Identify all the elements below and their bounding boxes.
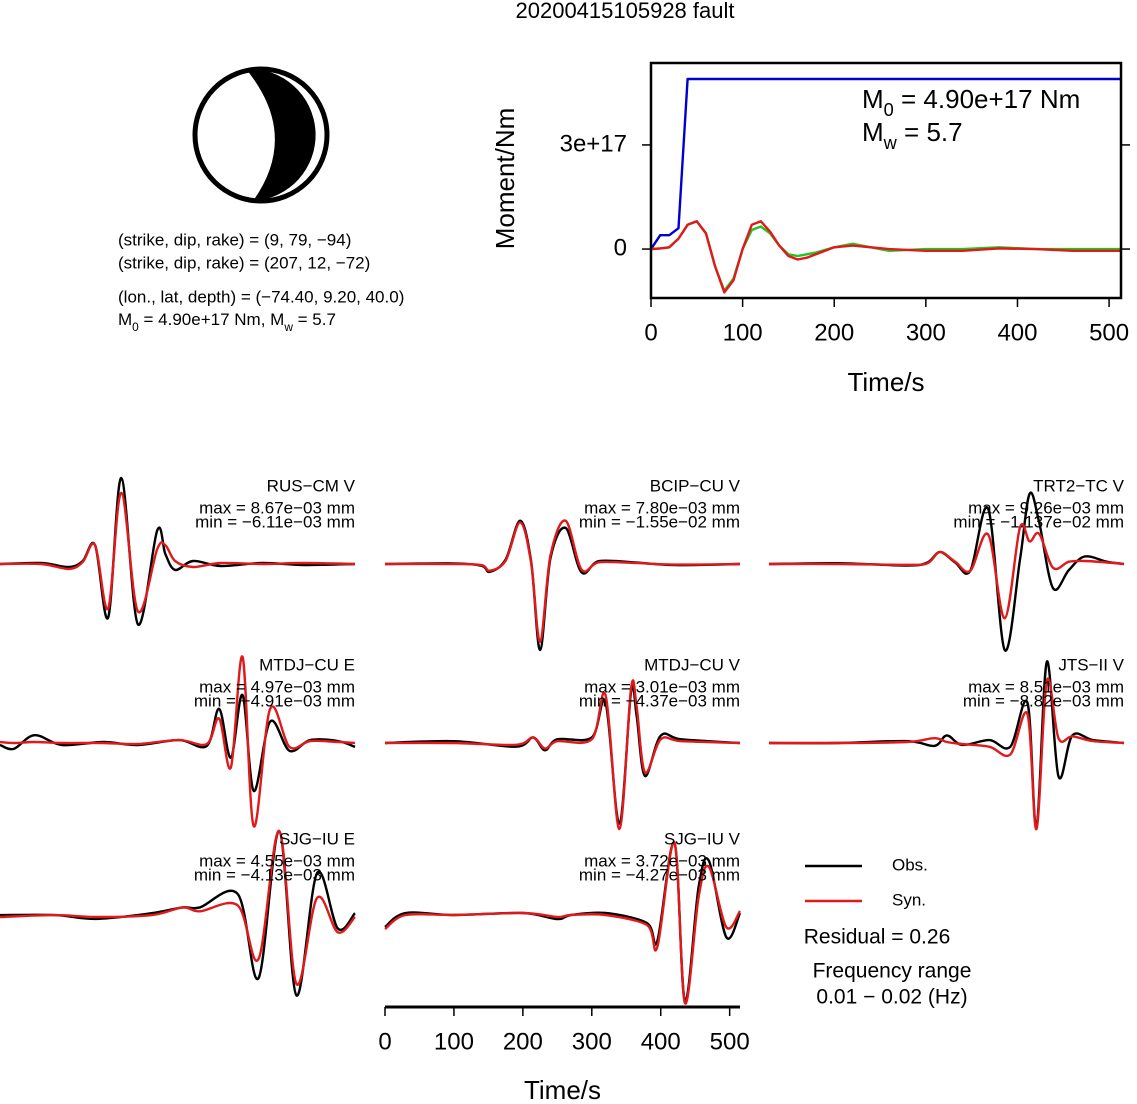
text-part: = 4.90e+17 Nm, M [139, 310, 285, 329]
station-label: TRT2−TC V [1033, 476, 1125, 495]
series-line [768, 677, 1125, 831]
frequency-label: Frequency range [813, 960, 972, 983]
min-label: min = −8.82e−03 mm [963, 691, 1124, 710]
x-tick-label: 500 [1089, 319, 1129, 346]
plot-frame [649, 61, 1123, 300]
series-line [0, 655, 356, 828]
station-label: JTS−II V [1058, 655, 1124, 674]
series-line [0, 829, 356, 986]
x-tick-label: 0 [644, 319, 657, 346]
max-label: max = 3.72e−03 mm [584, 851, 740, 870]
mechanism-text: (strike, dip, rake) = (9, 79, −94) (stri… [118, 230, 404, 334]
x-tick-label: 200 [503, 1028, 543, 1055]
series-line [384, 519, 741, 652]
subscript: 0 [884, 100, 894, 120]
max-label: max = 3.01e−03 mm [584, 677, 740, 696]
x-tick-label: 100 [434, 1028, 474, 1055]
station-label: MTDJ−CU E [259, 655, 355, 674]
series-line [650, 220, 1121, 294]
figure-title: 20200415105928 fault [516, 0, 735, 23]
min-label: min = −6.11e−03 mm [195, 512, 355, 531]
y-axis-label: Moment/Nm [490, 108, 520, 250]
subscript: 0 [132, 320, 139, 334]
moment-line: M0 = 4.90e+17 Nm, Mw = 5.7 [118, 310, 336, 334]
x-tick-label: 400 [641, 1028, 681, 1055]
series-line [384, 841, 742, 1005]
legend-label: Obs. [892, 855, 928, 874]
frequency-range: 0.01 − 0.02 (Hz) [816, 986, 967, 1009]
station-label: SJG−IU E [279, 829, 355, 848]
station-label: RUS−CM V [267, 476, 356, 495]
text-part: = 4.90e+17 Nm [894, 84, 1080, 114]
beachball-quadrant [246, 68, 316, 202]
series-line [650, 220, 1121, 292]
y-tick-label: 3e+17 [560, 130, 627, 157]
y-tick-label: 0 [614, 234, 627, 261]
min-label: min = −1.137e−02 mm [953, 512, 1124, 531]
max-label: max = 7.80e−03 mm [584, 498, 740, 517]
summary: Residual = 0.26 Frequency range 0.01 − 0… [804, 926, 972, 1009]
x-tick-label: 400 [997, 319, 1037, 346]
max-label: max = 4.97e−03 mm [199, 677, 355, 696]
mechanism-line: (strike, dip, rake) = (9, 79, −94) [118, 230, 351, 249]
subscript: w [283, 320, 293, 334]
station-label: SJG−IU V [664, 829, 741, 848]
x-tick-label: 100 [723, 319, 763, 346]
min-label: min = −4.27e−03 mm [579, 865, 740, 884]
subscript: w [883, 133, 898, 153]
beachball [192, 66, 330, 204]
legend-label: Syn. [892, 890, 926, 909]
station-label: BCIP−CU V [650, 476, 741, 495]
x-tick-label: 200 [814, 319, 854, 346]
x-tick-label: 300 [572, 1028, 612, 1055]
series-line [649, 77, 1121, 250]
min-label: min = −4.13e−03 mm [194, 865, 355, 884]
annotation: Mw = 5.7 [862, 117, 963, 153]
x-tick-label: 300 [906, 319, 946, 346]
station-label: MTDJ−CU V [644, 655, 741, 674]
series-line [768, 660, 1125, 829]
text-part: = 5.7 [293, 310, 336, 329]
mechanism-line: (lon., lat, depth) = (−74.40, 9.20, 40.0… [118, 287, 404, 306]
text-part: M [118, 310, 132, 329]
x-axis-label: Time/s [847, 367, 924, 397]
min-label: min = −1.55e−02 mm [579, 512, 740, 531]
series-line [0, 491, 356, 614]
x-axis-label: Time/s [524, 1075, 601, 1104]
annotation: M0 = 4.90e+17 Nm [862, 84, 1080, 120]
residual: Residual = 0.26 [804, 926, 951, 949]
max-label: max = 4.55e−03 mm [199, 851, 355, 870]
series-line [384, 679, 741, 831]
x-tick-label: 500 [710, 1028, 750, 1055]
text-part: = 5.7 [897, 117, 963, 147]
mechanism-line: (strike, dip, rake) = (207, 12, −72) [118, 253, 370, 272]
text-part: M [862, 117, 884, 147]
min-label: min = −4.37e−03 mm [579, 691, 740, 710]
max-label: max = 8.67e−03 mm [199, 498, 355, 517]
text-part: M [862, 84, 884, 114]
series-line [768, 523, 1125, 620]
max-label: max = 8.51e−03 mm [968, 677, 1124, 696]
min-label: min = −4.91e−03 mm [194, 691, 355, 710]
max-label: max = 9.26e−03 mm [968, 498, 1124, 517]
series-line [384, 519, 741, 643]
x-tick-label: 0 [378, 1028, 391, 1055]
